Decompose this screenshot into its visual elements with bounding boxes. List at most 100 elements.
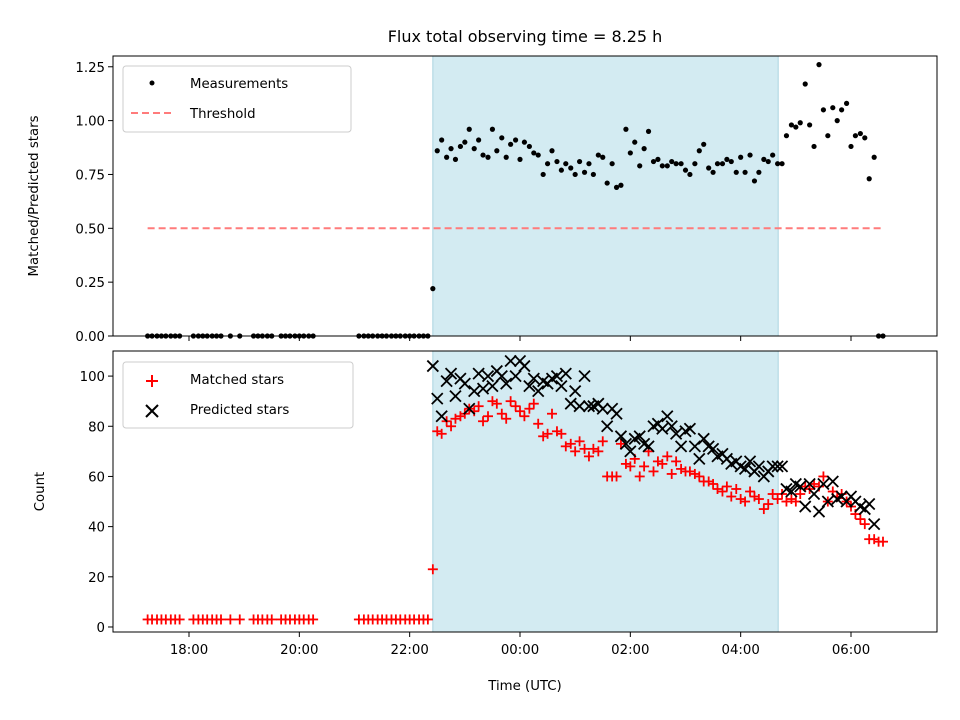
measurement-point xyxy=(710,169,716,175)
measurement-point xyxy=(549,148,555,154)
top-y-tick-label: 0.75 xyxy=(75,168,105,183)
predicted-star-point xyxy=(807,487,821,501)
predicted-star-point xyxy=(706,442,720,455)
measurement-point xyxy=(623,126,629,132)
measurement-point xyxy=(540,171,546,178)
predicted-star-point xyxy=(743,455,757,468)
bottom-y-tick-label: 60 xyxy=(88,470,105,485)
measurement-point xyxy=(535,152,541,158)
measurement-point xyxy=(508,141,514,147)
predicted-star-point xyxy=(431,392,444,405)
matched-star-point xyxy=(731,483,742,494)
measurement-point xyxy=(517,156,523,162)
measurement-point xyxy=(595,152,601,158)
measurement-point xyxy=(434,148,440,154)
predicted-star-point xyxy=(697,432,710,445)
matched-star-point xyxy=(855,514,866,525)
bottom-plot-frame xyxy=(112,350,938,633)
matched-star-point xyxy=(579,443,590,454)
measurement-point xyxy=(645,128,652,134)
measurement-point xyxy=(825,133,831,139)
measurement-point xyxy=(485,154,491,160)
measurement-point xyxy=(531,150,537,156)
measurement-point xyxy=(834,118,840,124)
predicted-star-point xyxy=(812,505,826,518)
matched-star-point xyxy=(634,471,645,482)
measurement-point xyxy=(738,154,744,160)
predicted-star-point xyxy=(444,367,458,380)
matched-star-point xyxy=(790,496,801,507)
measurement-point xyxy=(669,158,675,165)
predicted-star-point xyxy=(799,500,812,513)
predicted-star-point xyxy=(573,400,586,413)
x-tick-label: 06:00 xyxy=(832,643,870,658)
top-legend: Measurements Threshold xyxy=(122,65,352,133)
top-y-tick-label: 0.00 xyxy=(75,330,105,345)
matched-star-point xyxy=(763,499,774,510)
matched-star-point xyxy=(234,614,245,625)
predicted-star-point xyxy=(509,369,522,383)
matched-star-point xyxy=(524,403,535,414)
predicted-star-point xyxy=(661,410,674,423)
predicted-star-point xyxy=(468,385,481,398)
measurement-point xyxy=(843,100,850,106)
measurement-point xyxy=(558,167,564,173)
predicted-star-point xyxy=(596,402,609,415)
matched-star-point xyxy=(565,438,576,449)
measurement-point xyxy=(724,156,730,162)
matched-star-point xyxy=(726,491,737,502)
matched-star-point xyxy=(473,401,484,412)
matched-star-point xyxy=(427,564,438,575)
measurement-point xyxy=(692,161,698,167)
predicted-star-point xyxy=(766,460,779,473)
measurement-point xyxy=(664,163,670,169)
predicted-star-point xyxy=(449,390,462,403)
matched-star-point xyxy=(818,471,829,482)
matched-star-point xyxy=(436,428,447,439)
matched-star-point xyxy=(753,494,764,505)
measurement-point xyxy=(848,143,854,150)
measurement-point xyxy=(554,158,560,165)
measurement-point xyxy=(770,152,776,158)
predicted-star-point xyxy=(458,377,471,390)
measurement-points xyxy=(145,62,886,339)
predicted-star-point xyxy=(669,427,683,440)
measurement-point xyxy=(613,184,620,190)
measurement-point xyxy=(512,137,519,143)
measurement-point xyxy=(452,156,459,162)
predicted-star-point xyxy=(775,460,789,473)
matched-star-point xyxy=(501,413,512,424)
measurement-point xyxy=(687,171,693,178)
matched-star-point xyxy=(781,496,792,507)
measurement-point xyxy=(779,161,785,167)
top-y-tick-label: 0.25 xyxy=(75,276,105,291)
measurement-point xyxy=(871,154,877,160)
measurement-point xyxy=(632,139,638,145)
matched-star-point xyxy=(491,398,502,409)
predicted-star-point xyxy=(486,379,499,393)
matched-star-point xyxy=(570,446,581,457)
matched-star-point xyxy=(496,408,507,419)
predicted-star-point xyxy=(472,367,485,380)
measurement-point xyxy=(526,143,532,150)
predicted-star-point xyxy=(688,440,702,453)
measurement-point xyxy=(590,171,596,178)
measurement-point xyxy=(811,143,817,150)
measurement-point xyxy=(457,143,464,150)
predicted-star-point xyxy=(564,397,577,410)
predicted-star-point xyxy=(523,379,536,393)
matched-star-point xyxy=(666,468,677,479)
measurement-point xyxy=(761,156,767,162)
predicted-star-point xyxy=(559,367,572,380)
x-tick-label: 20:00 xyxy=(280,643,318,658)
matched-star-point xyxy=(708,478,719,489)
measurement-point xyxy=(802,81,808,87)
predicted-star-point xyxy=(826,475,839,488)
matched-star-point xyxy=(519,411,530,422)
matched-star-point xyxy=(583,451,594,462)
measurement-point xyxy=(862,135,868,141)
measurement-point xyxy=(830,105,836,111)
predicted-star-point xyxy=(610,407,623,420)
measurement-point xyxy=(701,141,707,147)
matched-star-point xyxy=(546,408,557,419)
